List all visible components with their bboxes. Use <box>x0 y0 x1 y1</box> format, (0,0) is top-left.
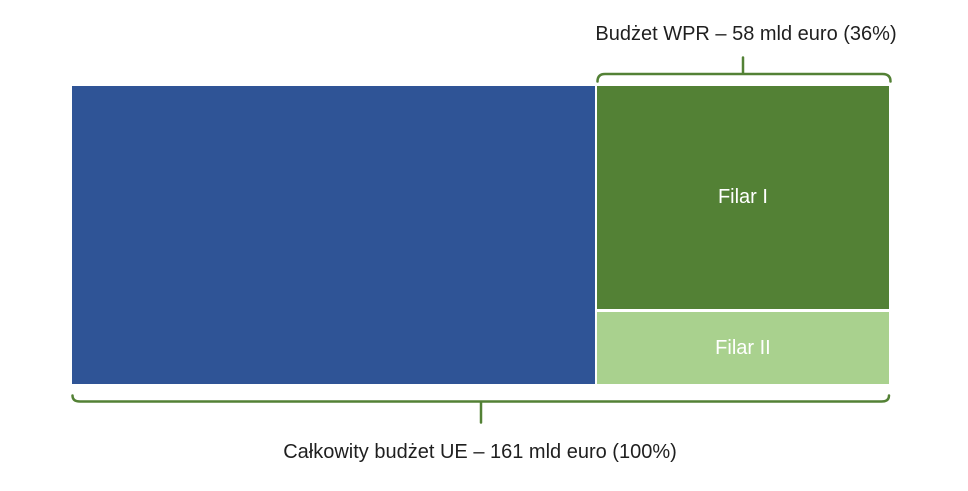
wpr-brace <box>596 56 892 83</box>
eu-budget-segment <box>72 86 595 384</box>
total-brace <box>71 394 891 424</box>
filar-2-label: Filar II <box>715 336 771 359</box>
wpr-column: Filar I Filar II <box>596 86 889 384</box>
filar-1-label: Filar I <box>717 186 768 209</box>
total-annotation: Całkowity budżet UE – 161 mld euro (100%… <box>283 441 677 463</box>
filar-1-segment: Filar I <box>596 86 889 310</box>
wpr-annotation: Budżet WPR – 58 mld euro (36%) <box>595 23 897 45</box>
filar-2-segment: Filar II <box>596 312 889 384</box>
budget-bar: Filar I Filar II <box>72 86 889 384</box>
